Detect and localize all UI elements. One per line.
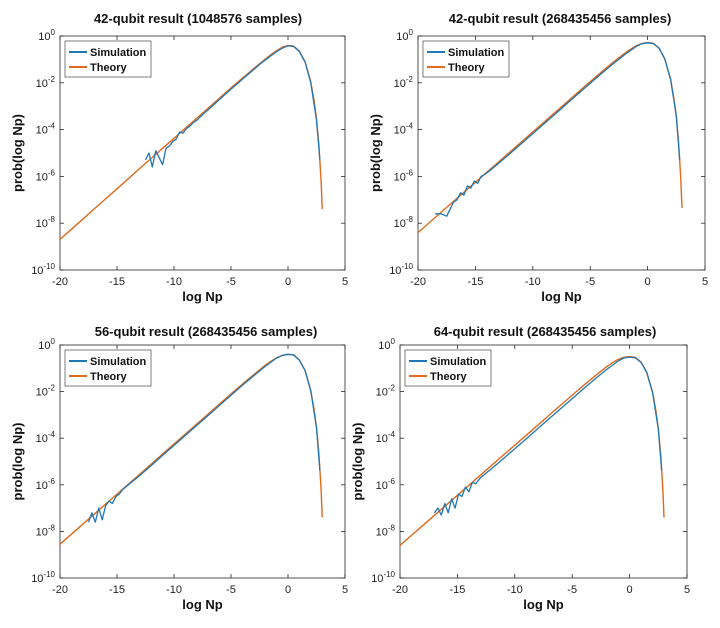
legend-label-theory: Theory xyxy=(430,371,468,383)
x-tick-label: 0 xyxy=(285,584,291,596)
chart-title: 42-qubit result (268435456 samples) xyxy=(449,11,672,26)
y-axis-label: prob(log Np) xyxy=(10,423,25,501)
y-tick-label: 100 xyxy=(378,337,395,352)
x-tick-label: -10 xyxy=(525,276,541,288)
y-tick-label: 10-2 xyxy=(376,384,396,399)
legend-box xyxy=(404,349,492,387)
x-tick-label: -10 xyxy=(507,584,523,596)
x-tick-label: -15 xyxy=(449,584,465,596)
legend-box xyxy=(64,349,152,387)
y-tick-label: 100 xyxy=(38,28,55,43)
y-tick-label: 10-8 xyxy=(376,523,396,538)
axes-frame xyxy=(59,344,346,579)
y-axis-label: prob(log Np) xyxy=(368,114,383,192)
x-tick-label: -10 xyxy=(166,276,182,288)
x-tick-label: 0 xyxy=(627,584,633,596)
panel-1: 42-qubit result (1048576 samples) -20 -15 -… xyxy=(10,11,348,304)
y-tick-label: 10-6 xyxy=(394,168,414,183)
y-tick-label: 10-8 xyxy=(394,215,414,230)
legend-label-theory: Theory xyxy=(90,371,128,383)
axes-frame xyxy=(417,35,706,271)
x-tick-label: 5 xyxy=(342,276,348,288)
y-tick-label: 10-8 xyxy=(36,523,56,538)
legend-label-simulation: Simulation xyxy=(448,47,505,59)
y-tick-label: 10-6 xyxy=(36,477,56,492)
legend-label-simulation: Simulation xyxy=(90,356,147,368)
x-tick-label: -20 xyxy=(410,276,426,288)
chart-title: 64-qubit result (268435456 samples) xyxy=(434,324,657,339)
y-tick-label: 10-10 xyxy=(31,570,55,585)
panel-3: 56-qubit result (268435456 samples) -20 -1… xyxy=(10,324,348,612)
panel-2: 42-qubit result (268435456 samples) -20 -1… xyxy=(368,11,708,304)
legend-box xyxy=(422,40,510,78)
y-tick-label: 10-10 xyxy=(31,262,55,277)
x-tick-label: 5 xyxy=(684,584,690,596)
y-tick-label: 10-2 xyxy=(36,384,56,399)
x-axis-label: log Np xyxy=(182,289,222,304)
y-tick-label: 10-10 xyxy=(389,262,413,277)
y-tick-label: 10-4 xyxy=(36,430,56,445)
legend-label-theory: Theory xyxy=(448,62,486,74)
y-tick-label: 10-10 xyxy=(371,570,395,585)
series-line-simulation xyxy=(87,353,321,523)
series-line-simulation xyxy=(433,356,663,516)
x-tick-label: -20 xyxy=(52,584,68,596)
x-tick-label: -5 xyxy=(226,276,236,288)
x-tick-label: 5 xyxy=(342,584,348,596)
x-tick-label: 0 xyxy=(285,276,291,288)
series-line-simulation xyxy=(144,45,321,168)
chart-title: 42-qubit result (1048576 samples) xyxy=(94,11,302,26)
y-axis-label: prob(log Np) xyxy=(350,423,365,501)
axes-frame xyxy=(399,344,688,579)
x-tick-label: 0 xyxy=(645,276,651,288)
panel-4: 64-qubit result (268435456 samples) -20 -1… xyxy=(350,324,690,612)
x-tick-label: 5 xyxy=(702,276,708,288)
x-tick-label: -15 xyxy=(109,276,125,288)
legend-label-simulation: Simulation xyxy=(430,356,487,368)
x-axis-label: log Np xyxy=(523,597,563,612)
chart-title: 56-qubit result (268435456 samples) xyxy=(95,324,318,339)
y-tick-label: 10-6 xyxy=(36,168,56,183)
y-tick-label: 100 xyxy=(396,28,413,43)
axes-frame xyxy=(59,35,346,271)
series-line-simulation xyxy=(435,42,681,217)
y-tick-label: 10-6 xyxy=(376,477,396,492)
x-tick-label: -5 xyxy=(585,276,595,288)
y-tick-label: 10-4 xyxy=(36,122,56,137)
x-axis-label: log Np xyxy=(541,289,581,304)
y-tick-label: 10-4 xyxy=(376,430,396,445)
legend-box xyxy=(64,40,152,78)
x-tick-label: -5 xyxy=(567,584,577,596)
x-tick-label: -15 xyxy=(109,584,125,596)
y-tick-label: 10-2 xyxy=(36,75,56,90)
legend-label-theory: Theory xyxy=(90,62,128,74)
legend-label-simulation: Simulation xyxy=(90,47,147,59)
x-axis-label: log Np xyxy=(182,597,222,612)
y-axis-label: prob(log Np) xyxy=(10,114,25,192)
x-tick-label: -5 xyxy=(226,584,236,596)
y-tick-label: 10-4 xyxy=(394,122,414,137)
y-tick-label: 100 xyxy=(38,337,55,352)
x-tick-label: -20 xyxy=(392,584,408,596)
x-tick-label: -10 xyxy=(166,584,182,596)
x-tick-label: -15 xyxy=(467,276,483,288)
y-tick-label: 10-8 xyxy=(36,215,56,230)
x-tick-label: -20 xyxy=(52,276,68,288)
y-tick-label: 10-2 xyxy=(394,75,414,90)
